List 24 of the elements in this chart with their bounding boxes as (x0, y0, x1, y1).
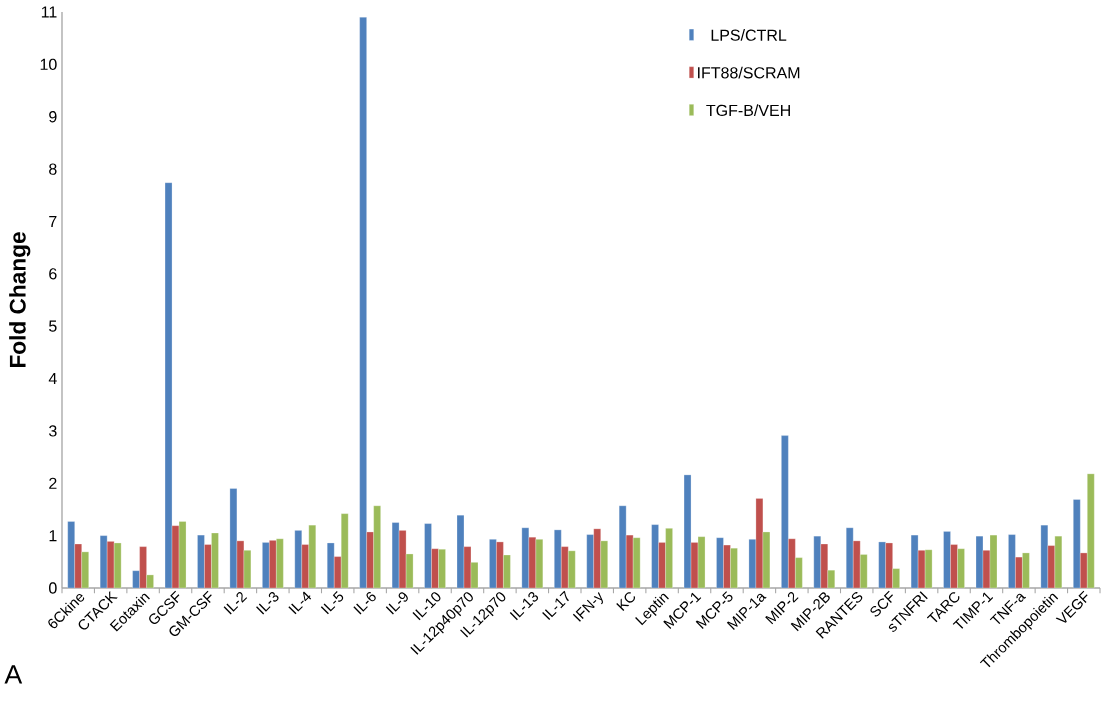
y-tick-label: 10 (40, 58, 57, 71)
x-tick-label: IL-4 (288, 591, 312, 615)
legend-label: TGF-B/VEH (706, 104, 790, 117)
x-tick-label: KC (616, 592, 636, 612)
y-axis-title: Fold Change (9, 232, 31, 368)
y-tick-label: 5 (49, 320, 57, 332)
x-tick-label: IL-3 (256, 592, 279, 615)
y-tick-label: 2 (49, 477, 57, 489)
legend-label: IFT88/SCRAM (698, 66, 800, 79)
y-tick-label: 7 (49, 215, 57, 227)
y-tick-label: 6 (49, 268, 57, 280)
x-tick-label: IL-5 (320, 591, 344, 615)
x-tick-label: IL-9 (385, 592, 408, 615)
y-tick-label: 8 (49, 163, 57, 175)
x-tick-label: IL-6 (353, 591, 376, 615)
x-tick-label: IL-2 (223, 591, 248, 615)
y-tick-label: 0 (49, 582, 57, 594)
y-tick-label: 9 (49, 111, 57, 123)
y-tick-label: 4 (48, 373, 57, 385)
y-tick-label: 11 (41, 6, 57, 18)
text: A (4, 665, 23, 684)
y-tick-label: 3 (49, 425, 57, 437)
y-tick-label: 1 (49, 530, 57, 542)
legend-label: LPS/CTRL (711, 29, 787, 41)
